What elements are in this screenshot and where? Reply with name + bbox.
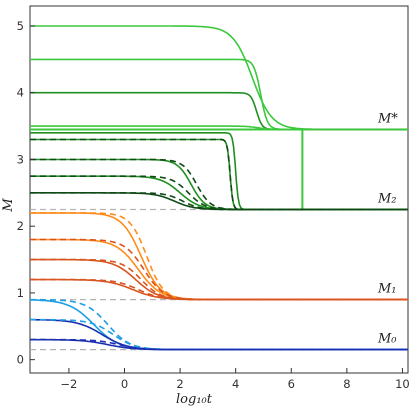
level-label: M₀ <box>377 332 397 347</box>
y-tick-label: 0 <box>17 353 24 367</box>
x-tick-label: 2 <box>176 377 183 391</box>
series-line-dashed <box>30 278 408 301</box>
y-tick-label: 5 <box>17 19 24 33</box>
level-labels: M* M₂ M₁ M₀ <box>377 111 398 346</box>
y-tick-label: 4 <box>17 86 24 100</box>
x-axis-title: log₁₀t <box>176 392 213 407</box>
data-curves <box>29 25 408 351</box>
axis-ticks: −2 0 2 4 6 8 10 0 1 2 3 4 5 <box>17 19 409 391</box>
plot-frame <box>29 5 409 374</box>
series-line-dashed <box>30 158 408 211</box>
x-tick-label: 0 <box>121 377 128 391</box>
y-tick-label: 3 <box>17 152 24 166</box>
x-tick-label: 8 <box>343 377 350 391</box>
y-tick-label: 2 <box>17 219 24 233</box>
series-line <box>30 125 408 131</box>
x-tick-label: 6 <box>288 377 295 391</box>
series-line-dashed <box>30 192 408 211</box>
x-tick-label: −2 <box>60 377 77 391</box>
level-label: M₂ <box>377 192 397 207</box>
level-label: M* <box>377 111 398 126</box>
x-tick-label: 4 <box>232 377 239 391</box>
x-tick-label: 10 <box>395 377 409 391</box>
y-tick-label: 1 <box>17 286 24 300</box>
level-label: M₁ <box>377 282 397 297</box>
y-axis-title: M <box>1 198 16 213</box>
series-line-dashed <box>30 338 408 351</box>
